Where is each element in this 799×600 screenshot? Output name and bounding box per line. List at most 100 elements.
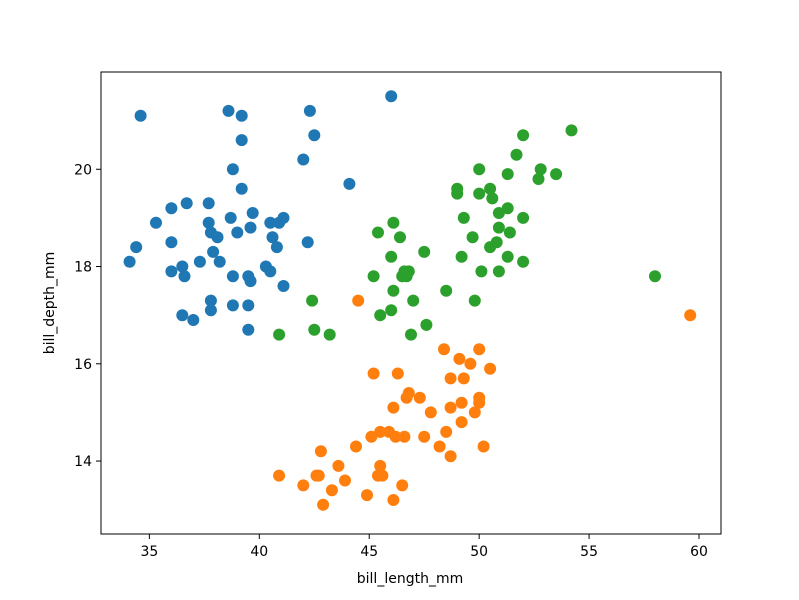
data-point-series-3-39: [387, 284, 400, 297]
x-axis-label: bill_length_mm: [357, 571, 463, 587]
data-point-series-2-22: [455, 416, 468, 429]
data-point-series-2-3: [438, 343, 450, 356]
data-point-series-1-21: [231, 226, 244, 239]
data-point-series-3-16: [457, 211, 470, 224]
data-point-series-2-16: [455, 396, 468, 409]
data-point-series-1-42: [244, 275, 257, 288]
data-point-series-1-47: [242, 299, 255, 312]
x-tick-label: 35: [140, 544, 158, 560]
data-point-series-1-34: [213, 255, 226, 268]
plot-frame: [100, 71, 722, 535]
data-point-series-3-13: [486, 192, 499, 205]
data-point-series-1-30: [301, 236, 314, 249]
data-point-series-2-33: [314, 445, 327, 458]
data-point-series-2-27: [389, 430, 402, 443]
data-point-series-1-16: [202, 216, 215, 229]
data-point-series-2-36: [374, 459, 387, 472]
data-point-series-2-25: [440, 425, 453, 438]
data-point-series-1-25: [277, 211, 290, 224]
data-point-series-2-17: [387, 401, 400, 414]
data-point-series-2-29: [418, 430, 431, 443]
x-tick-label: 50: [470, 544, 488, 560]
data-point-series-3-48: [273, 328, 286, 341]
data-point-series-3-47: [308, 323, 321, 336]
data-point-series-3-43: [468, 294, 481, 307]
data-point-series-2-20: [424, 406, 437, 419]
data-point-series-3-40: [440, 284, 453, 297]
data-point-series-3-7: [532, 173, 545, 185]
data-point-series-3-42: [407, 294, 420, 307]
data-point-series-1-8: [226, 163, 239, 176]
data-point-series-3-14: [501, 202, 514, 215]
data-point-series-1-9: [297, 153, 310, 166]
data-point-series-1-28: [266, 231, 279, 244]
data-point-series-3-23: [466, 231, 479, 244]
data-point-series-3-15: [492, 207, 505, 219]
data-point-series-1-43: [277, 280, 290, 292]
data-point-series-2-5: [453, 352, 466, 365]
data-point-series-3-28: [455, 250, 468, 263]
data-point-series-2-42: [339, 474, 351, 487]
data-point-series-1-35: [165, 265, 178, 278]
data-point-series-2-21: [468, 406, 481, 419]
data-point-series-1-27: [165, 236, 178, 249]
y-tick-label: 14: [74, 454, 92, 470]
data-point-series-1-6: [235, 134, 248, 147]
data-point-series-2-34: [444, 450, 457, 463]
data-point-series-1-36: [176, 260, 189, 273]
data-point-series-1-37: [178, 270, 191, 283]
data-point-series-3-38: [649, 270, 661, 283]
data-point-series-2-45: [325, 484, 338, 497]
data-point-series-1-5: [385, 90, 398, 103]
data-point-series-1-50: [242, 323, 255, 336]
data-point-series-2-18: [444, 401, 457, 414]
data-point-series-2-41: [376, 469, 389, 482]
data-point-series-3-8: [550, 168, 563, 181]
data-point-series-1-1: [134, 109, 147, 122]
data-point-series-1-11: [343, 177, 356, 190]
data-point-series-3-20: [372, 226, 384, 239]
data-point-series-3-26: [418, 245, 431, 258]
data-point-series-1-13: [180, 197, 193, 210]
data-point-series-2-26: [365, 430, 378, 443]
data-point-series-1-22: [244, 221, 257, 234]
data-point-series-1-29: [270, 241, 283, 254]
data-point-series-3-34: [367, 270, 380, 283]
data-point-series-3-6: [501, 168, 514, 181]
x-axis-ticks: 35 40 45 50 55 60: [140, 534, 708, 560]
data-point-series-1-23: [264, 216, 277, 229]
data-point-series-3-29: [501, 250, 514, 263]
data-point-series-3-5: [534, 163, 547, 176]
data-point-series-1-20: [211, 231, 224, 244]
data-point-series-2-32: [477, 440, 490, 453]
data-point-series-3-35: [475, 265, 488, 278]
data-point-series-3-41: [306, 294, 319, 307]
data-point-series-2-23: [374, 425, 387, 438]
data-point-series-3-30: [517, 255, 530, 268]
data-point-series-1-31: [207, 245, 220, 258]
data-point-series-3-46: [420, 318, 433, 331]
data-point-series-3-1: [565, 124, 578, 137]
data-point-series-2-11: [457, 372, 470, 385]
data-point-series-1-14: [202, 197, 215, 210]
data-point-series-2-14: [413, 391, 426, 404]
data-point-series-3-50: [405, 328, 417, 341]
data-point-series-2-44: [396, 479, 409, 492]
data-point-series-1-4: [303, 104, 316, 117]
data-point-series-2-19: [473, 396, 486, 409]
data-point-series-2-43: [297, 479, 310, 492]
data-point-series-1-45: [204, 304, 217, 317]
data-point-series-1-2: [222, 104, 235, 117]
data-point-series-1-44: [204, 294, 217, 307]
data-point-series-3-36: [492, 265, 505, 278]
data-point-series-1-7: [308, 129, 321, 142]
data-point-series-2-13: [400, 391, 413, 404]
data-point-series-2-2: [684, 309, 697, 322]
data-point-series-1-12: [165, 202, 178, 215]
data-point-series-3-2: [517, 129, 530, 142]
data-point-series-3-27: [385, 250, 398, 263]
data-point-series-1-46: [226, 299, 239, 312]
data-point-series-3-17: [517, 211, 530, 224]
